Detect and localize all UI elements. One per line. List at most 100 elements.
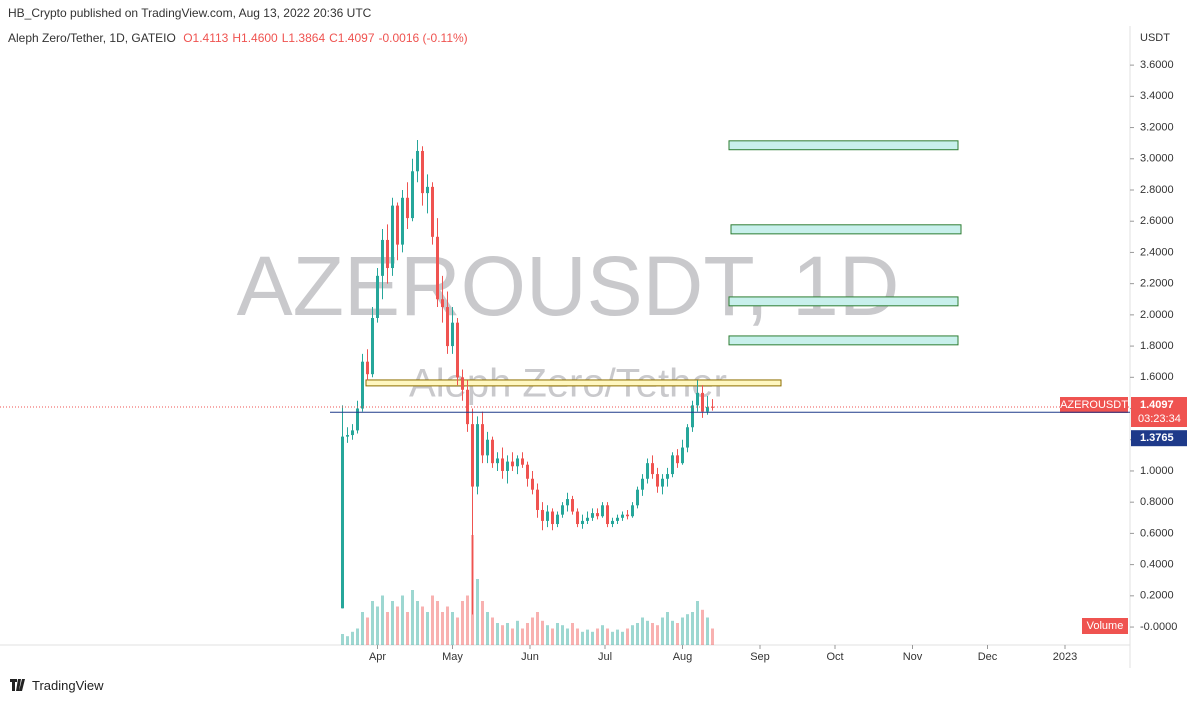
- y-tick-label: 3.2000: [1140, 121, 1174, 133]
- volume-bar: [406, 612, 409, 645]
- y-tick-label: 1.6000: [1140, 371, 1174, 383]
- x-tick-label: Dec: [978, 651, 998, 663]
- volume-bar: [641, 617, 644, 645]
- volume-bar: [511, 628, 514, 645]
- y-tick-label: 0.8000: [1140, 496, 1174, 508]
- candle-body: [706, 406, 709, 412]
- volume-bar: [476, 579, 479, 645]
- candle-body: [606, 505, 609, 525]
- volume-bar: [601, 625, 604, 645]
- volume-bar: [666, 612, 669, 645]
- volume-bar: [696, 601, 699, 645]
- candle-body: [601, 505, 604, 517]
- volume-bar: [341, 634, 344, 645]
- y-tick-label: 1.0000: [1140, 465, 1174, 477]
- candle-body: [501, 458, 504, 471]
- candle-body: [551, 511, 554, 525]
- candle-body: [586, 517, 589, 521]
- y-tick-label: 3.6000: [1140, 59, 1174, 71]
- candle-body: [356, 408, 359, 431]
- candle-body: [631, 505, 634, 517]
- volume-bar: [506, 623, 509, 645]
- candle-body: [401, 197, 404, 245]
- candle-body: [511, 461, 514, 467]
- volume-bar: [436, 601, 439, 645]
- volume-bar: [496, 623, 499, 645]
- candle-body: [691, 405, 694, 428]
- volume-bar: [711, 628, 714, 645]
- candle-body: [366, 361, 369, 375]
- candle-body: [641, 478, 644, 490]
- volume-bar: [611, 631, 614, 645]
- volume-bar: [636, 623, 639, 645]
- volume-bar: [346, 636, 349, 645]
- candle-body: [471, 424, 474, 487]
- candle-body: [696, 392, 699, 406]
- volume-bar: [626, 628, 629, 645]
- volume-bar: [481, 601, 484, 645]
- ohlc-high: H1.4600: [232, 31, 278, 45]
- volume-bar: [631, 625, 634, 645]
- volume-bar: [566, 628, 569, 645]
- candle-body: [446, 307, 449, 347]
- candle-body: [416, 150, 419, 172]
- x-tick-label: Aug: [673, 651, 693, 663]
- candle-body: [411, 171, 414, 219]
- volume-bar: [606, 628, 609, 645]
- y-tick-label: 2.8000: [1140, 184, 1174, 196]
- candle-body: [441, 299, 444, 308]
- candle-body: [571, 499, 574, 512]
- zone: [365, 379, 782, 387]
- candle-body: [581, 520, 584, 525]
- volume-bar: [591, 631, 594, 645]
- candle-body: [576, 511, 579, 525]
- candle-body: [426, 186, 429, 194]
- volume-bar: [616, 629, 619, 645]
- volume-bar: [571, 623, 574, 645]
- volume-bar: [581, 631, 584, 645]
- candle-body: [531, 478, 534, 490]
- candle-body: [421, 150, 424, 194]
- volume-bar: [381, 595, 384, 645]
- volume-bar: [661, 617, 664, 645]
- y-tick-label: 0.4000: [1140, 559, 1174, 571]
- volume-bar: [546, 625, 549, 645]
- candle-body: [656, 474, 659, 487]
- volume-bar: [441, 612, 444, 645]
- x-tick-label: Oct: [826, 651, 843, 663]
- volume-tag: Volume: [1087, 620, 1124, 632]
- x-tick-label: Sep: [750, 651, 770, 663]
- volume-bar: [671, 620, 674, 645]
- volume-bar: [486, 612, 489, 645]
- volume-bar: [541, 620, 544, 645]
- volume-bar: [396, 606, 399, 645]
- volume-bar: [356, 628, 359, 645]
- volume-bar: [576, 628, 579, 645]
- volume-bar: [421, 606, 424, 645]
- y-unit: USDT: [1140, 32, 1170, 44]
- volume-bar: [596, 628, 599, 645]
- candle-body: [661, 478, 664, 487]
- candle-body: [676, 455, 679, 464]
- candle-body: [466, 389, 469, 425]
- candle-body: [651, 463, 654, 475]
- candle-body: [596, 513, 599, 517]
- candle-body: [626, 514, 629, 517]
- logo: [10, 679, 25, 691]
- candle-body: [616, 517, 619, 521]
- x-tick-label: Apr: [369, 651, 386, 663]
- y-tick-label: 2.4000: [1140, 246, 1174, 258]
- y-tick-label: 2.0000: [1140, 309, 1174, 321]
- volume-bar: [401, 595, 404, 645]
- volume-bar: [416, 601, 419, 645]
- volume-bar: [366, 617, 369, 645]
- volume-bar: [361, 612, 364, 645]
- volume-bar: [646, 620, 649, 645]
- volume-bar: [386, 612, 389, 645]
- volume-bar: [691, 612, 694, 645]
- candle-body: [491, 439, 494, 464]
- candle-body: [686, 427, 689, 448]
- candle-body: [486, 439, 489, 456]
